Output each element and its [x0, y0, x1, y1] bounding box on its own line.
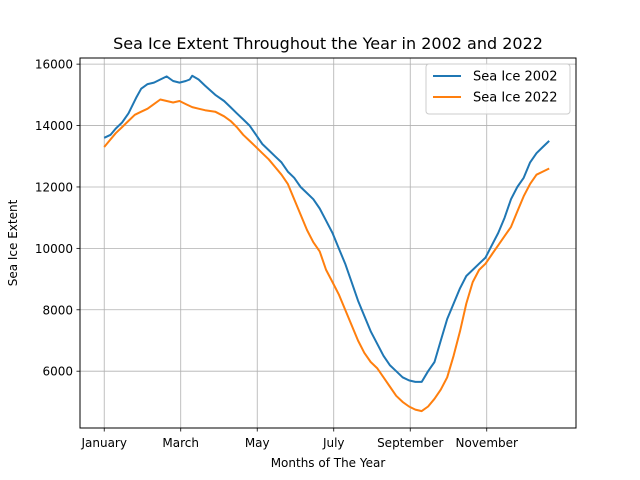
x-tick-label: May [245, 436, 270, 450]
legend-box [425, 63, 571, 115]
chart-title: Sea Ice Extent Throughout the Year in 20… [113, 34, 543, 53]
y-axis: 6000 8000 10000 12000 14000 16000 [35, 58, 80, 379]
x-tick-label: September [377, 436, 443, 450]
y-tick-label: 8000 [42, 303, 73, 317]
grid-lines [80, 58, 576, 428]
x-tick-label: November [456, 436, 518, 450]
y-axis-label: Sea Ice Extent [6, 199, 20, 286]
series-line-sea-ice-2022 [103, 98, 550, 413]
y-tick-label: 14000 [35, 119, 73, 133]
legend-label-2022: Sea Ice 2022 [473, 91, 558, 106]
legend-label-2002: Sea Ice 2002 [473, 70, 558, 85]
x-tick-label: March [162, 436, 199, 450]
plot-frame [79, 57, 577, 429]
series-layer [103, 74, 550, 413]
series-line-sea-ice-2002 [103, 74, 550, 383]
x-axis: January March May July September November [80, 428, 518, 450]
x-axis-label: Months of The Year [271, 456, 386, 470]
y-tick-label: 6000 [42, 365, 73, 379]
x-tick-label: January [80, 436, 127, 450]
x-tick-label: July [322, 436, 345, 450]
legend: Sea Ice 2002 Sea Ice 2022 [425, 63, 571, 115]
y-tick-label: 12000 [35, 180, 73, 194]
y-tick-label: 10000 [35, 242, 73, 256]
y-tick-label: 16000 [35, 58, 73, 72]
